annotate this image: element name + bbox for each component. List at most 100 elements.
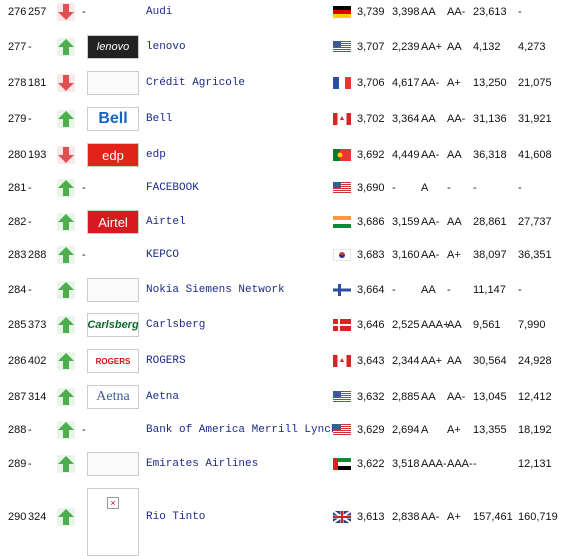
brand-name: edp bbox=[146, 149, 166, 161]
rank: 290 bbox=[8, 511, 27, 523]
logo-placeholder: - bbox=[82, 424, 86, 436]
rating: A bbox=[421, 182, 429, 194]
brand-value: 3,632 bbox=[357, 391, 385, 403]
revenue: 13,045 bbox=[473, 391, 507, 403]
brand-value: 3,629 bbox=[357, 424, 385, 436]
country-flag bbox=[333, 41, 351, 53]
prev-revenue: 36,351 bbox=[518, 249, 552, 261]
prev-revenue: - bbox=[518, 182, 522, 194]
brand-name: FACEBOOK bbox=[146, 182, 199, 194]
rank: 283 bbox=[8, 249, 27, 261]
brand-value: 3,739 bbox=[357, 6, 385, 18]
prev-brand-value: 2,239 bbox=[392, 41, 420, 53]
brand-logo: Bell bbox=[87, 107, 139, 131]
country-flag bbox=[333, 182, 351, 194]
prev-rank: 193 bbox=[28, 149, 47, 161]
revenue: 28,861 bbox=[473, 216, 507, 228]
logo-placeholder: - bbox=[82, 249, 86, 261]
brand-value: 3,613 bbox=[357, 511, 385, 523]
country-flag bbox=[333, 216, 351, 228]
rank: 285 bbox=[8, 319, 27, 331]
prev-revenue: - bbox=[518, 284, 522, 296]
prev-revenue: 12,412 bbox=[518, 391, 552, 403]
prev-rank: 181 bbox=[28, 77, 47, 89]
rating: AAA+ bbox=[421, 319, 450, 331]
country-flag bbox=[333, 77, 351, 89]
prev-revenue: 12,131 bbox=[518, 458, 552, 470]
revenue: 36,318 bbox=[473, 149, 507, 161]
prev-rank: - bbox=[28, 458, 32, 470]
country-flag bbox=[333, 458, 351, 470]
country-flag bbox=[333, 424, 351, 436]
brand-logo bbox=[87, 278, 139, 302]
arrow-down bbox=[57, 146, 75, 164]
prev-rating: AA bbox=[447, 319, 462, 331]
brand-name: KEPCO bbox=[146, 249, 180, 261]
prev-brand-value: 2,838 bbox=[392, 511, 420, 523]
rank: 278 bbox=[8, 77, 27, 89]
prev-rank: - bbox=[28, 284, 32, 296]
rank: 279 bbox=[8, 113, 27, 125]
prev-brand-value: 2,525 bbox=[392, 319, 420, 331]
brand-value: 3,643 bbox=[357, 355, 385, 367]
brand-name: Bank of America Merrill Lynch bbox=[146, 424, 338, 436]
arrow-up bbox=[57, 508, 75, 526]
prev-brand-value: - bbox=[392, 284, 396, 296]
rank: 282 bbox=[8, 216, 27, 228]
prev-rank: 257 bbox=[28, 6, 47, 18]
prev-revenue: 160,719 bbox=[518, 511, 558, 523]
prev-rank: 314 bbox=[28, 391, 47, 403]
prev-rating: - bbox=[447, 182, 451, 194]
rank: 280 bbox=[8, 149, 27, 161]
brand-name: Aetna bbox=[146, 391, 180, 403]
prev-rating: AA bbox=[447, 355, 462, 367]
rating: AA- bbox=[421, 149, 440, 161]
rank: 284 bbox=[8, 284, 27, 296]
brand-value: 3,692 bbox=[357, 149, 385, 161]
arrow-up bbox=[57, 455, 75, 473]
brand-value: 3,622 bbox=[357, 458, 385, 470]
prev-rank: - bbox=[28, 113, 32, 125]
prev-rank: 402 bbox=[28, 355, 47, 367]
prev-rank: - bbox=[28, 41, 32, 53]
rating: AA- bbox=[421, 77, 440, 89]
rating: AA bbox=[421, 284, 436, 296]
revenue: 23,613 bbox=[473, 6, 507, 18]
rank: 286 bbox=[8, 355, 27, 367]
revenue: 13,250 bbox=[473, 77, 507, 89]
brand-value: 3,646 bbox=[357, 319, 385, 331]
rating: AA- bbox=[421, 216, 440, 228]
arrow-down bbox=[57, 3, 75, 21]
prev-brand-value: 2,344 bbox=[392, 355, 420, 367]
prev-rating: - bbox=[447, 284, 451, 296]
brand-logo bbox=[87, 71, 139, 95]
arrow-up bbox=[57, 316, 75, 334]
brand-value: 3,686 bbox=[357, 216, 385, 228]
brand-name: lenovo bbox=[146, 41, 186, 53]
brand-value: 3,706 bbox=[357, 77, 385, 89]
prev-rank: - bbox=[28, 182, 32, 194]
prev-rating: A+ bbox=[447, 249, 461, 261]
rating: AA+ bbox=[421, 355, 443, 367]
prev-revenue: 4,273 bbox=[518, 41, 546, 53]
country-flag bbox=[333, 249, 351, 261]
revenue: 157,461 bbox=[473, 511, 513, 523]
brand-logo: lenovo bbox=[87, 35, 139, 59]
brand-logo: Aetna bbox=[87, 385, 139, 409]
arrow-up bbox=[57, 179, 75, 197]
revenue: 38,097 bbox=[473, 249, 507, 261]
brand-name: Audi bbox=[146, 6, 173, 18]
arrow-down bbox=[57, 74, 75, 92]
rating: A bbox=[421, 424, 429, 436]
arrow-up bbox=[57, 352, 75, 370]
arrow-up bbox=[57, 213, 75, 231]
prev-rating: A+ bbox=[447, 77, 461, 89]
arrow-up bbox=[57, 281, 75, 299]
prev-rating: A+ bbox=[447, 424, 461, 436]
brand-logo: edp bbox=[87, 143, 139, 167]
rank: 277 bbox=[8, 41, 27, 53]
prev-revenue: 41,608 bbox=[518, 149, 552, 161]
prev-rating: AAA- bbox=[447, 458, 473, 470]
prev-brand-value: 3,398 bbox=[392, 6, 420, 18]
